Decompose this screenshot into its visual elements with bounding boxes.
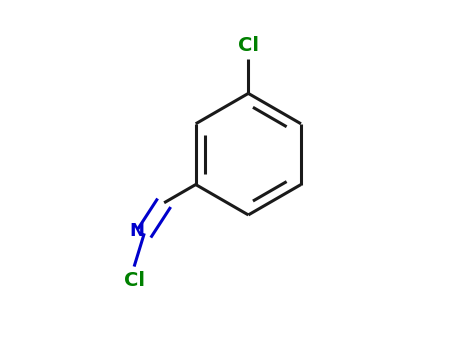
Text: N: N: [129, 222, 144, 240]
Text: Cl: Cl: [124, 271, 145, 290]
Text: Cl: Cl: [238, 35, 259, 55]
